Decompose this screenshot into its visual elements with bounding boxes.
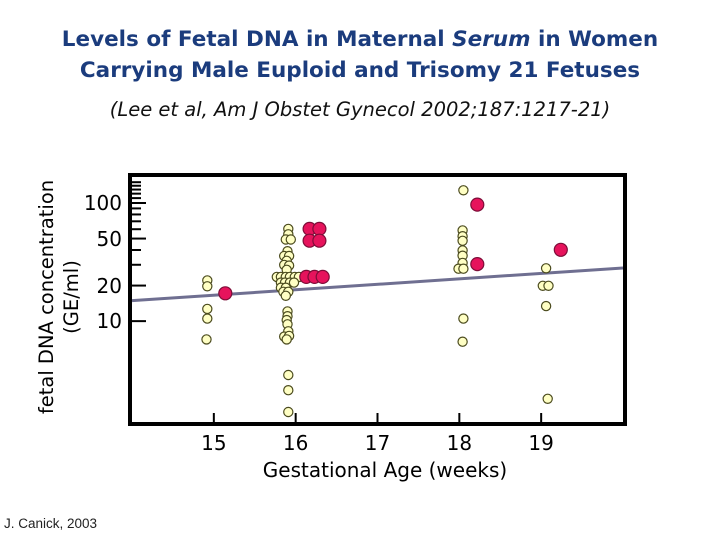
male-euploid-point [543,280,554,292]
y-tick-label-100: 100 [83,191,122,215]
title-text-2: in Women [530,27,659,52]
x-tick-label-19: 19 [528,431,554,455]
trisomy-21-point [312,233,327,248]
male-euploid-point [540,300,552,312]
citation-text: (Lee et al, Am J Obstet Gynecol 2002;187… [109,98,611,121]
slide-title: Levels of Fetal DNA in Maternal Serum in… [0,24,720,86]
x-tick-label-18: 18 [446,431,473,455]
male-euploid-point [285,234,296,245]
slide-title-line1: Levels of Fetal DNA in Maternal Serum in… [0,24,720,55]
title-text-1: Levels of Fetal DNA in Maternal [61,27,453,52]
male-euploid-point [288,277,300,288]
x-tick-label-15: 15 [201,431,227,455]
male-euploid-point [458,263,469,274]
male-euploid-point [458,313,469,324]
trisomy-21-point [553,242,568,257]
male-euploid-point [283,369,294,381]
x-axis-title: Gestational Age (weeks) [262,458,508,482]
male-euploid-point [202,303,213,315]
male-euploid-point [458,185,469,196]
male-euploid-point [202,281,213,292]
y-tick-label-10: 10 [96,309,122,334]
male-euploid-point [280,290,291,302]
trisomy-21-point [470,256,485,272]
male-euploid-point [283,406,294,418]
y-tick-label-50: 50 [96,226,122,251]
trend-line [132,266,623,303]
title-text-serum: Serum [452,27,531,52]
slide-title-line2: Carrying Male Euploid and Trisomy 21 Fet… [79,58,641,83]
y-tick-label-20: 20 [96,273,122,298]
scatter-plot-area [128,173,627,426]
male-euploid-point [457,336,468,347]
credit-text: J. Canick, 2003 [4,516,98,531]
trisomy-21-point [315,269,330,285]
x-tick-label-16: 16 [282,431,309,455]
male-euploid-point [281,334,292,345]
scatter-plot-svg [132,181,623,422]
male-euploid-point [457,235,468,247]
x-tick-label-17: 17 [364,431,391,455]
male-euploid-point [542,393,553,404]
trisomy-21-point [218,286,233,301]
trisomy-21-point [312,221,327,237]
male-euploid-point [201,334,212,345]
male-euploid-point [540,263,552,274]
male-euploid-point [202,313,213,324]
male-euploid-point [283,384,294,396]
trisomy-21-point [470,197,485,212]
y-axis-title-line1: fetal DNA concentration [35,179,58,415]
